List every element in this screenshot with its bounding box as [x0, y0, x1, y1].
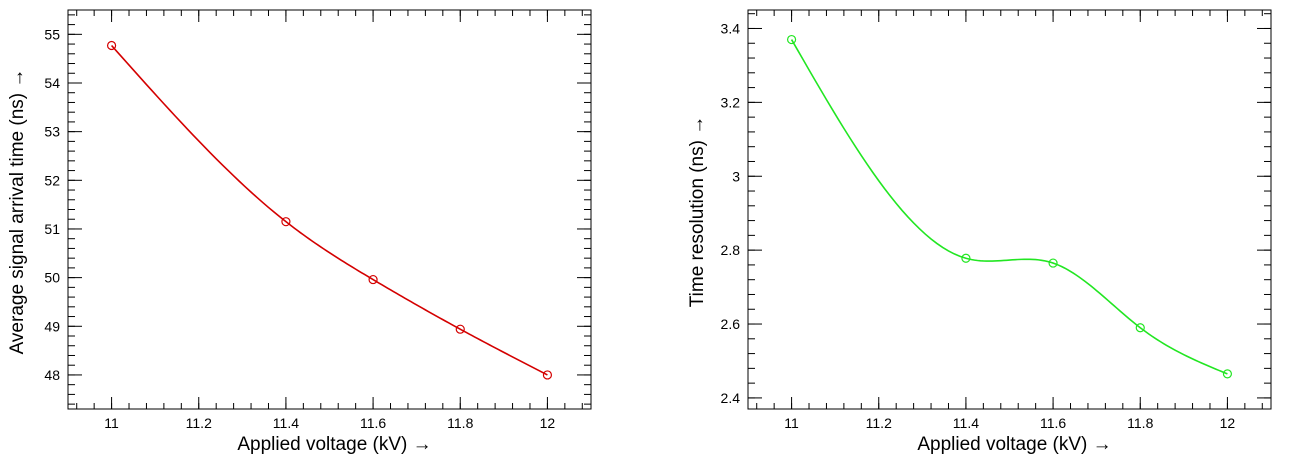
- y-tick-label: 3: [732, 168, 740, 184]
- y-axis-label: Time resolution (ns) →: [687, 116, 708, 307]
- x-tick-label: 11.2: [186, 415, 212, 431]
- y-tick-label: 50: [44, 270, 60, 286]
- y-tick-label: 51: [44, 221, 60, 237]
- x-tick-label: 11: [784, 415, 799, 431]
- x-axis-label: Applied voltage (kV) →: [237, 434, 431, 455]
- y-axis-label: Average signal arrival time (ns) →: [7, 69, 28, 355]
- x-tick-label: 12: [540, 415, 556, 431]
- time-resolution-chart: 11 11.2 11.4 11.6 11.8 12 2.4 2.6 2.8 3 3.2 3.4 Appl…: [687, 9, 1272, 455]
- x-tick-label: 11: [104, 415, 119, 431]
- y-tick-label: 54: [44, 75, 60, 91]
- x-tick-label: 11.8: [1127, 415, 1153, 431]
- data-point: [1048, 258, 1058, 268]
- data-point: [106, 40, 117, 51]
- data-point: [1135, 323, 1145, 333]
- x-tick-label: 11.4: [273, 415, 299, 431]
- x-tick-label: 12: [1220, 415, 1236, 431]
- data-point: [455, 324, 465, 334]
- y-tick-label: 3.2: [721, 94, 741, 110]
- y-tick-label: 3.4: [721, 20, 741, 36]
- y-tick-label: 2.4: [721, 390, 741, 406]
- x-tick-label: 11.8: [447, 415, 473, 431]
- data-point: [1222, 369, 1233, 379]
- y-tick-label: 48: [44, 367, 60, 383]
- y-tick-label: 55: [44, 26, 60, 42]
- y-tick-label: 49: [44, 318, 60, 334]
- data-point: [542, 370, 553, 380]
- series-line: [790, 39, 1228, 375]
- y-tick-label: 2.8: [721, 242, 741, 258]
- x-tick-label: 11.4: [953, 415, 979, 431]
- y-tick-label: 53: [44, 124, 60, 140]
- series-line: [110, 44, 548, 376]
- x-axis-label: Applied voltage (kV) →: [917, 434, 1111, 455]
- data-point: [281, 217, 291, 227]
- plot-frame: [67, 9, 592, 410]
- y-tick-label: 2.6: [721, 316, 741, 332]
- plot-frame: [747, 9, 1272, 410]
- data-point: [786, 34, 797, 45]
- x-tick-label: 11.2: [866, 415, 892, 431]
- data-point: [368, 274, 378, 285]
- x-tick-label: 11.6: [360, 415, 386, 431]
- arrival-time-chart: 11 11.2 11.4 11.6 11.8 12 48 49 50 51 52 53 54 55 Appl…: [7, 9, 592, 455]
- data-point: [961, 253, 971, 263]
- x-tick-label: 11.6: [1040, 415, 1066, 431]
- y-tick-label: 52: [44, 172, 60, 188]
